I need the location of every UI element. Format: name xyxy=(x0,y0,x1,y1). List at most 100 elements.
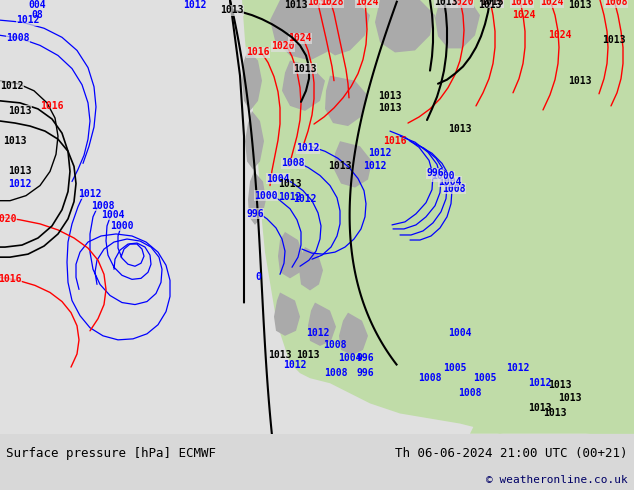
Text: 1005: 1005 xyxy=(473,373,497,383)
Text: 1008: 1008 xyxy=(443,184,466,194)
Text: 996: 996 xyxy=(356,368,374,378)
Text: 1020: 1020 xyxy=(271,41,295,51)
Text: 1012: 1012 xyxy=(363,161,387,172)
Text: © weatheronline.co.uk: © weatheronline.co.uk xyxy=(486,475,628,485)
Polygon shape xyxy=(435,0,480,49)
Polygon shape xyxy=(375,0,435,52)
Text: 1005: 1005 xyxy=(443,363,467,373)
Polygon shape xyxy=(555,0,634,121)
Text: 1028: 1028 xyxy=(320,0,344,7)
Text: 1004: 1004 xyxy=(266,173,290,183)
Text: 08: 08 xyxy=(31,10,43,20)
Text: 1008: 1008 xyxy=(418,373,442,383)
Text: 1013: 1013 xyxy=(568,0,592,10)
Text: 1012: 1012 xyxy=(78,189,101,198)
Text: 1004: 1004 xyxy=(339,353,362,363)
Text: 1012: 1012 xyxy=(16,15,40,25)
Text: 996: 996 xyxy=(356,353,374,363)
Polygon shape xyxy=(325,75,368,126)
Polygon shape xyxy=(274,293,300,336)
Polygon shape xyxy=(334,141,372,188)
Text: 1013: 1013 xyxy=(448,124,472,134)
Text: 1032: 1032 xyxy=(307,0,331,7)
Polygon shape xyxy=(278,232,304,278)
Text: 1016: 1016 xyxy=(383,136,407,146)
Text: 1013: 1013 xyxy=(8,167,32,176)
Text: 1020: 1020 xyxy=(450,0,474,7)
Text: 0: 0 xyxy=(255,272,261,282)
Text: 1013: 1013 xyxy=(378,91,402,101)
Text: 1013: 1013 xyxy=(220,5,243,15)
Text: 1004: 1004 xyxy=(438,176,462,187)
Text: 1012: 1012 xyxy=(294,194,317,204)
Text: 1013: 1013 xyxy=(278,178,302,189)
Text: Th 06-06-2024 21:00 UTC (00+21): Th 06-06-2024 21:00 UTC (00+21) xyxy=(395,447,628,460)
Text: 1012: 1012 xyxy=(183,0,207,10)
Text: 996: 996 xyxy=(246,209,264,219)
Polygon shape xyxy=(242,50,262,111)
Text: 1004: 1004 xyxy=(448,328,472,338)
Text: 1008: 1008 xyxy=(604,0,628,7)
Text: 1024: 1024 xyxy=(548,30,572,40)
Polygon shape xyxy=(220,0,634,434)
Polygon shape xyxy=(315,0,370,55)
Text: 1012: 1012 xyxy=(368,148,392,158)
Polygon shape xyxy=(590,0,634,30)
Text: 1008: 1008 xyxy=(91,201,115,211)
Polygon shape xyxy=(245,111,264,170)
Text: 1008: 1008 xyxy=(458,388,482,398)
Text: 1000: 1000 xyxy=(254,191,278,200)
Text: 1012: 1012 xyxy=(528,378,552,388)
Text: 1012: 1012 xyxy=(507,363,530,373)
Text: 1013: 1013 xyxy=(548,380,572,390)
Text: 1012: 1012 xyxy=(8,178,32,189)
Polygon shape xyxy=(248,172,266,225)
Text: 1004: 1004 xyxy=(101,210,125,220)
Text: 004: 004 xyxy=(28,0,46,10)
Text: 1013: 1013 xyxy=(378,103,402,113)
Text: 1012: 1012 xyxy=(296,143,320,153)
Text: 1024: 1024 xyxy=(540,0,564,7)
Text: 1008: 1008 xyxy=(281,158,305,169)
Text: 1024: 1024 xyxy=(355,0,378,7)
Text: 1012: 1012 xyxy=(278,192,302,202)
Text: 1012: 1012 xyxy=(306,328,330,338)
Text: 1013: 1013 xyxy=(568,75,592,86)
Text: 1020: 1020 xyxy=(480,0,504,7)
Text: 1016: 1016 xyxy=(40,101,64,111)
Text: 1000: 1000 xyxy=(431,172,455,181)
Text: 1013: 1013 xyxy=(602,35,626,46)
Text: 1013: 1013 xyxy=(528,403,552,414)
Text: 1013: 1013 xyxy=(284,0,307,10)
Text: 1013: 1013 xyxy=(559,393,582,403)
Polygon shape xyxy=(339,313,368,355)
Text: 1013: 1013 xyxy=(328,161,352,172)
Polygon shape xyxy=(282,60,325,111)
Text: 1024: 1024 xyxy=(288,33,312,43)
Text: 1008: 1008 xyxy=(324,368,348,378)
Text: 1008: 1008 xyxy=(323,340,347,350)
Text: 1012: 1012 xyxy=(0,81,23,91)
Text: Surface pressure [hPa] ECMWF: Surface pressure [hPa] ECMWF xyxy=(6,447,216,460)
Text: 1016: 1016 xyxy=(0,274,22,284)
Text: 1013: 1013 xyxy=(434,0,458,7)
Text: 1013: 1013 xyxy=(268,350,292,360)
Text: 1008: 1008 xyxy=(6,33,30,43)
Polygon shape xyxy=(500,353,634,434)
Text: 1013: 1013 xyxy=(3,136,27,146)
Text: 1013: 1013 xyxy=(480,0,504,7)
Text: 1020: 1020 xyxy=(0,214,16,224)
Polygon shape xyxy=(308,302,336,346)
Text: 1013: 1013 xyxy=(478,0,501,10)
Polygon shape xyxy=(299,247,323,291)
Text: 996: 996 xyxy=(426,169,444,178)
Text: 1013: 1013 xyxy=(296,350,320,360)
Text: 1013: 1013 xyxy=(543,409,567,418)
Polygon shape xyxy=(270,0,340,60)
Text: 1013: 1013 xyxy=(294,64,317,74)
Polygon shape xyxy=(470,0,580,434)
Text: 1012: 1012 xyxy=(283,360,307,370)
Text: 1016: 1016 xyxy=(510,0,534,7)
Text: 1024: 1024 xyxy=(512,10,536,20)
Text: 1013: 1013 xyxy=(8,106,32,116)
